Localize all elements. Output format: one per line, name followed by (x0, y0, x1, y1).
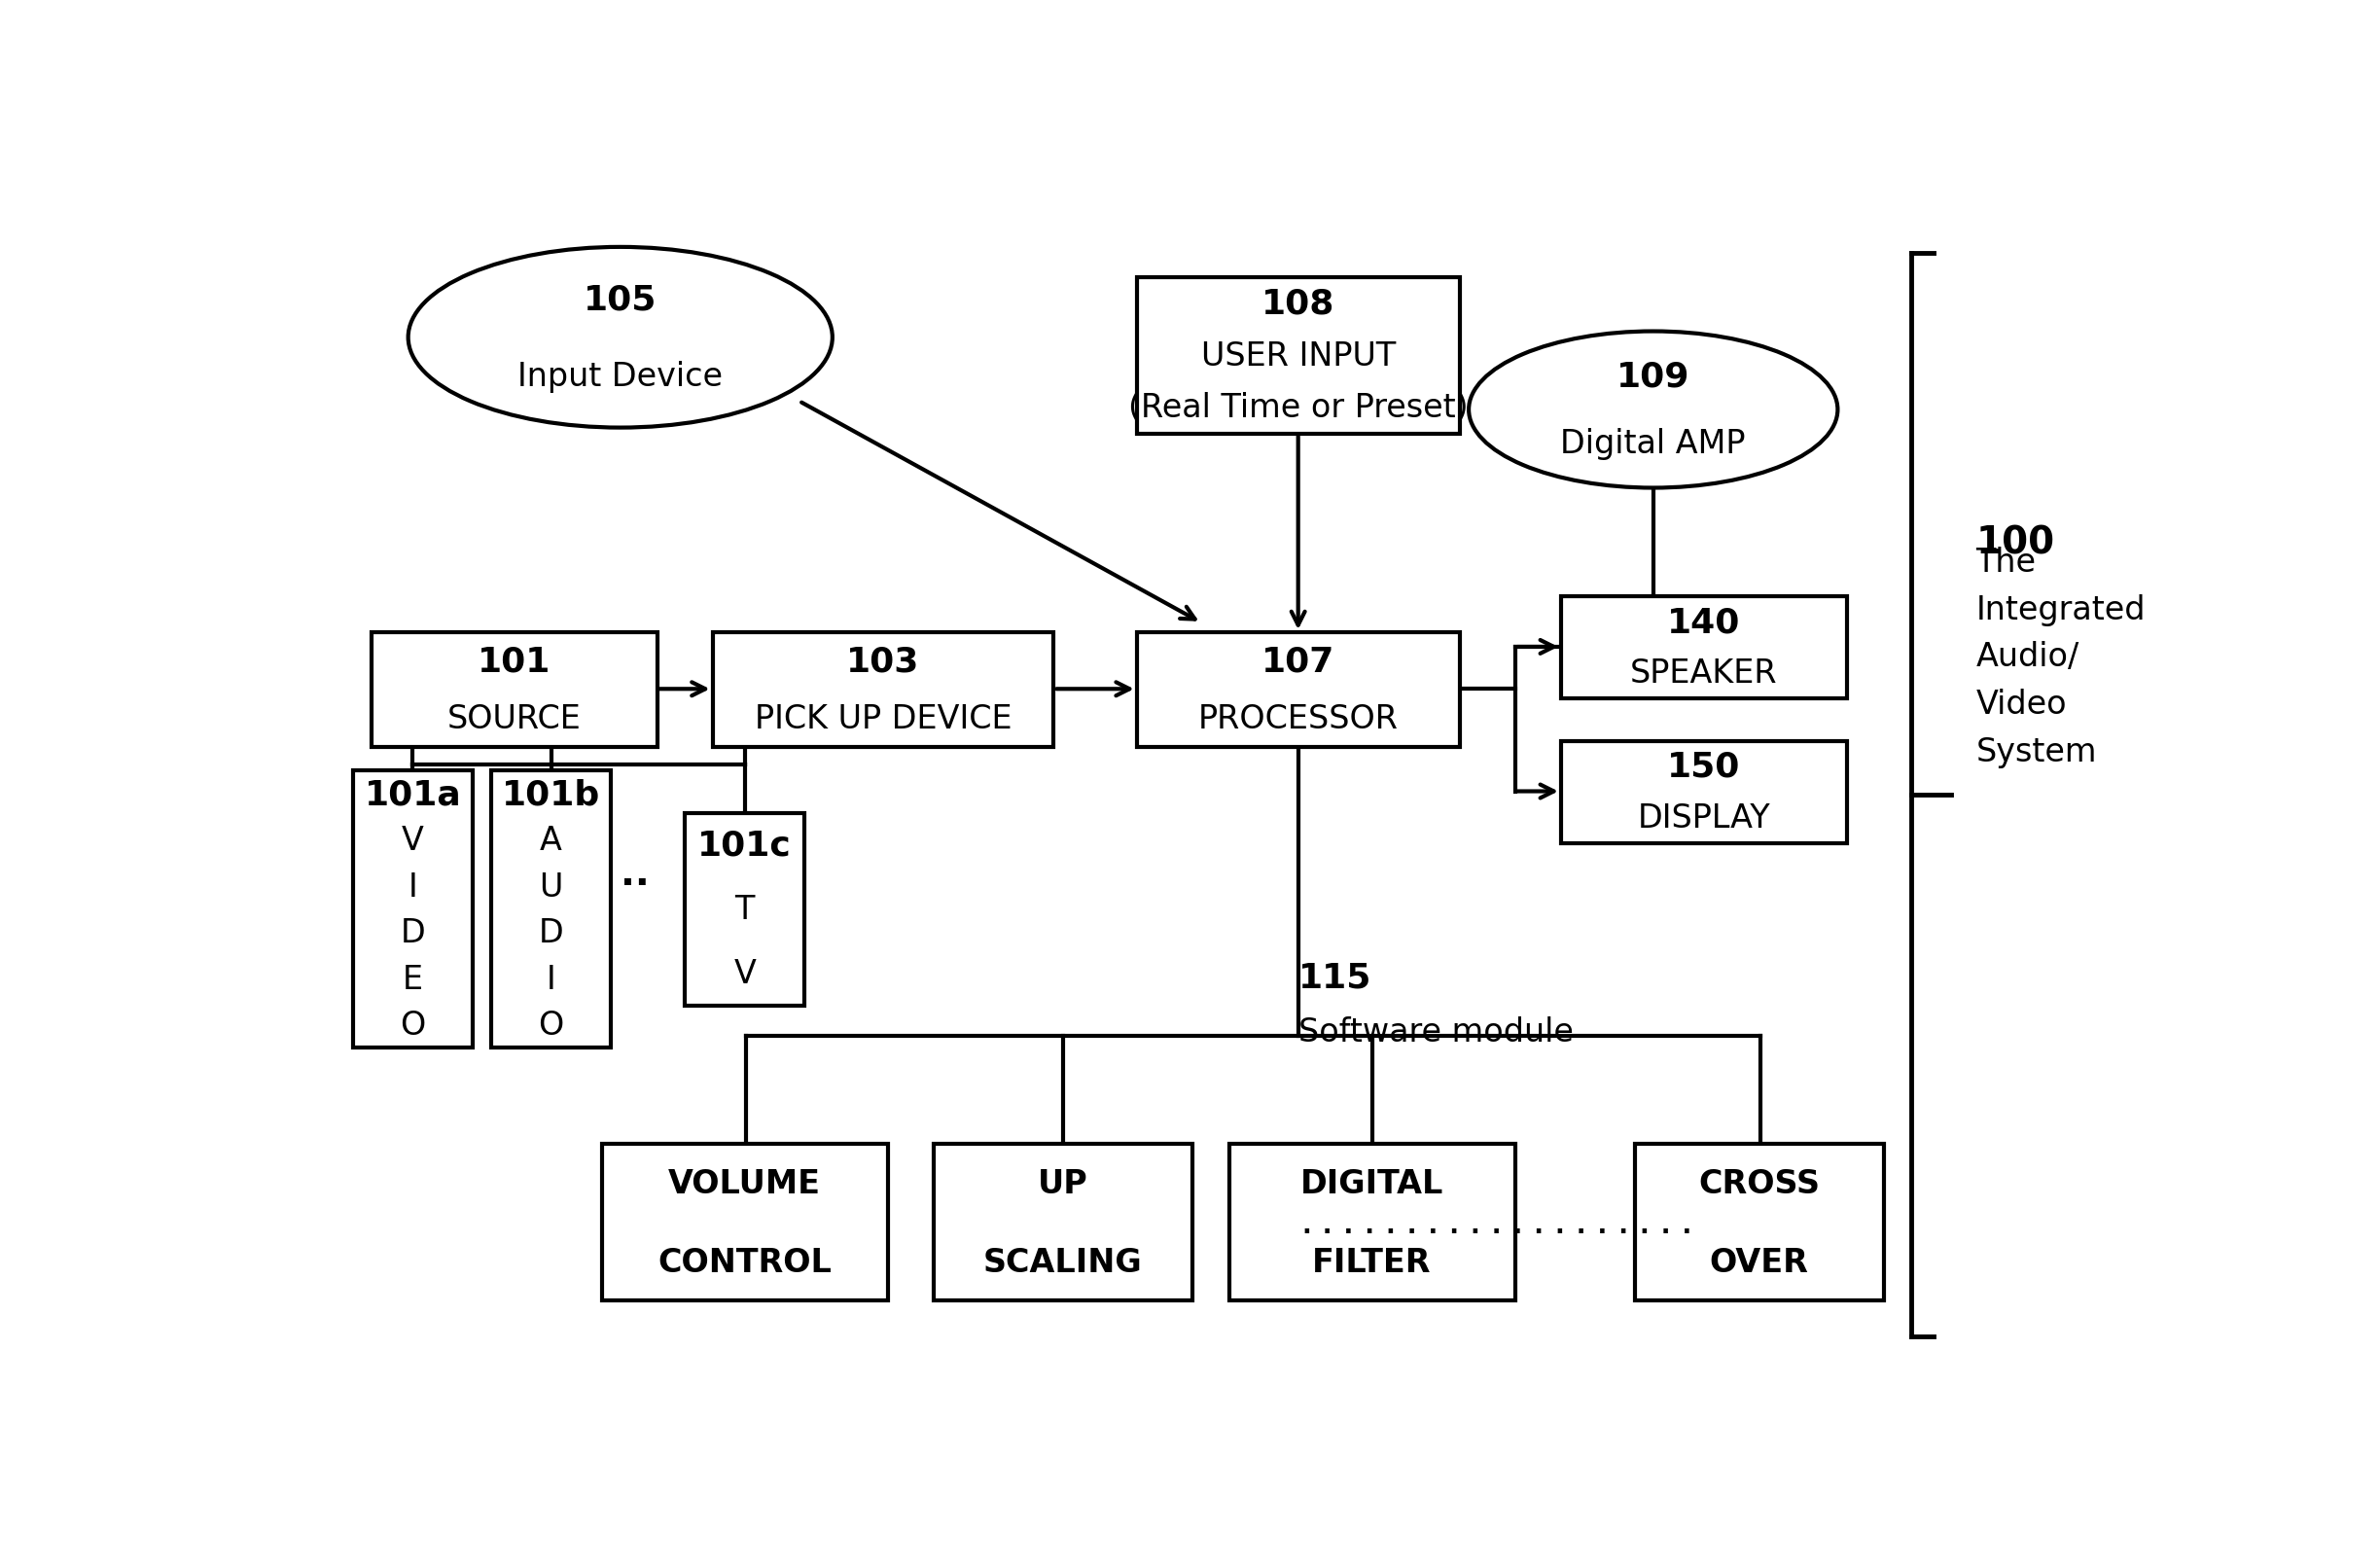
Text: SCALING: SCALING (983, 1246, 1142, 1277)
Bar (933, 1144, 1192, 1300)
Text: The
Integrated
Audio/
Video
System: The Integrated Audio/ Video System (1975, 547, 2147, 767)
Text: ..: .. (621, 855, 650, 892)
Text: CONTROL: CONTROL (657, 1246, 831, 1277)
Text: 101a: 101a (364, 778, 462, 811)
Bar (1228, 1144, 1516, 1300)
Bar (352, 771, 474, 1049)
Text: 101b: 101b (502, 778, 600, 811)
Text: 100: 100 (1975, 524, 2054, 561)
Text: U: U (540, 871, 564, 903)
Text: PICK UP DEVICE: PICK UP DEVICE (754, 703, 1011, 735)
Text: D: D (400, 916, 426, 949)
Text: O: O (538, 1010, 564, 1041)
Text: T: T (735, 894, 754, 925)
Text: ...................: ................... (1295, 1207, 1697, 1239)
Text: 150: 150 (1668, 750, 1740, 783)
Text: USER INPUT: USER INPUT (1202, 341, 1395, 372)
Text: SOURCE: SOURCE (447, 703, 581, 735)
Text: I: I (407, 871, 416, 903)
Text: DIGITAL: DIGITAL (1299, 1168, 1445, 1199)
Bar (602, 1144, 888, 1300)
Bar (371, 633, 657, 747)
Text: 103: 103 (847, 646, 919, 678)
Text: SPEAKER: SPEAKER (1630, 658, 1778, 689)
Text: I: I (547, 963, 557, 996)
Text: O: O (400, 1010, 426, 1041)
Bar (1561, 597, 1847, 699)
Text: UP: UP (1038, 1168, 1088, 1199)
Text: Input Device: Input Device (519, 361, 724, 392)
Bar (1138, 633, 1459, 747)
Text: A: A (540, 824, 562, 857)
Text: CROSS: CROSS (1699, 1168, 1821, 1199)
Text: 140: 140 (1668, 606, 1740, 639)
Text: VOLUME: VOLUME (669, 1168, 821, 1199)
Text: Software module: Software module (1297, 1016, 1573, 1047)
Text: FILTER: FILTER (1311, 1246, 1430, 1277)
Text: E: E (402, 963, 424, 996)
Ellipse shape (1468, 331, 1837, 488)
Bar (490, 771, 612, 1049)
Text: Digital AMP: Digital AMP (1561, 427, 1747, 460)
Bar (1561, 741, 1847, 844)
Text: DISPLAY: DISPLAY (1637, 802, 1771, 835)
Text: 108: 108 (1261, 288, 1335, 320)
Text: V: V (733, 958, 757, 989)
Text: PROCESSOR: PROCESSOR (1197, 703, 1399, 735)
Bar (685, 813, 804, 1007)
Text: V: V (402, 824, 424, 857)
Text: (Real Time or Preset): (Real Time or Preset) (1128, 392, 1468, 424)
Text: 105: 105 (583, 283, 657, 316)
Text: 101: 101 (478, 646, 550, 678)
Bar (1635, 1144, 1885, 1300)
Text: 115: 115 (1297, 961, 1371, 994)
Ellipse shape (409, 247, 833, 428)
Text: 109: 109 (1616, 361, 1690, 394)
Text: 101c: 101c (697, 828, 793, 863)
Bar (712, 633, 1054, 747)
Bar (1138, 278, 1459, 435)
Text: D: D (538, 916, 564, 949)
Text: 107: 107 (1261, 646, 1335, 678)
Text: OVER: OVER (1709, 1246, 1809, 1277)
